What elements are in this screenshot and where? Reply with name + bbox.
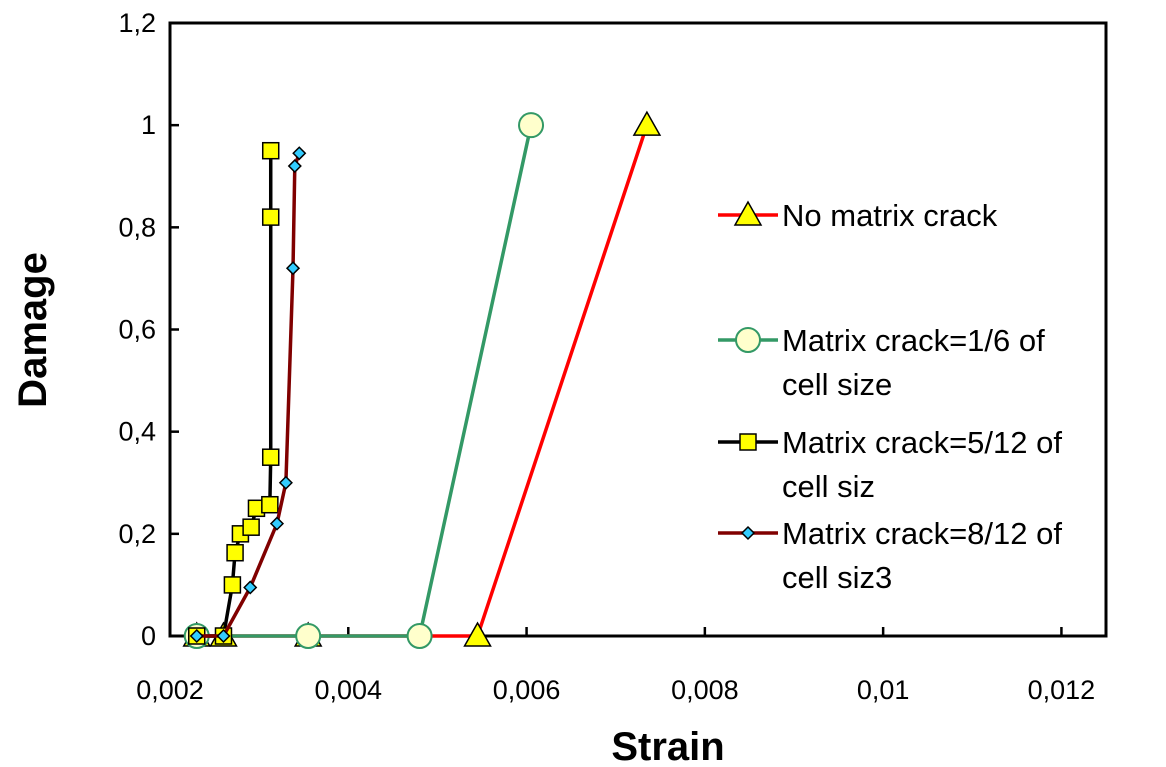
x-tick-label: 0,002 bbox=[136, 675, 204, 705]
series-2-point bbox=[295, 623, 322, 649]
series-3-point bbox=[242, 518, 260, 536]
legend: No matrix crack Matrix crack=1/6 of cell s… bbox=[718, 198, 1062, 595]
series-3-point bbox=[223, 576, 242, 594]
legend-label: cell size bbox=[782, 367, 892, 402]
series-4-point bbox=[292, 146, 307, 161]
x-axis-title: Strain bbox=[611, 725, 724, 767]
series-layer bbox=[182, 110, 662, 649]
x-tick-label: 0,01 bbox=[857, 675, 910, 705]
series-1-point bbox=[463, 621, 492, 647]
legend-item-2: Matrix crack=1/6 of cell size bbox=[718, 323, 1045, 402]
series-2-line bbox=[196, 124, 533, 638]
axes: 0 0,2 0,4 0,6 0,8 1 1,2 0,002 0,004 0,006 0,008 0,0… bbox=[118, 8, 1108, 705]
legend-label: No matrix crack bbox=[782, 198, 998, 233]
legend-label: cell siz3 bbox=[782, 560, 892, 595]
series-4 bbox=[189, 146, 307, 644]
y-tick-label: 0,2 bbox=[118, 519, 156, 549]
series-3-point bbox=[261, 448, 280, 466]
legend-swatch-marker bbox=[740, 525, 756, 541]
y-tick-label: 0,8 bbox=[118, 212, 156, 242]
legend-swatch-marker bbox=[733, 200, 763, 226]
legend-label: Matrix crack=5/12 of bbox=[782, 425, 1062, 460]
y-tick-label: 0,6 bbox=[118, 315, 156, 345]
y-tick-label: 0,4 bbox=[118, 417, 156, 447]
y-tick-label: 1,2 bbox=[118, 8, 156, 38]
series-4-point bbox=[287, 158, 302, 174]
legend-item-1: No matrix crack bbox=[718, 198, 998, 233]
series-4-point bbox=[285, 261, 301, 276]
series-3-point bbox=[261, 141, 280, 160]
y-axis-title: Damage bbox=[11, 252, 55, 408]
series-3-point bbox=[261, 495, 279, 514]
series-4-point bbox=[216, 628, 231, 644]
x-tick-label: 0,004 bbox=[314, 675, 382, 705]
y-tick-label: 1 bbox=[141, 110, 156, 140]
series-1-point bbox=[632, 110, 662, 136]
y-tick-label: 0 bbox=[141, 621, 156, 651]
legend-label: Matrix crack=8/12 of bbox=[782, 516, 1062, 551]
series-4-line bbox=[196, 152, 301, 638]
legend-item-4: Matrix crack=8/12 of cell siz3 bbox=[718, 516, 1062, 595]
series-4-point bbox=[269, 516, 285, 531]
legend-label: cell siz bbox=[782, 469, 875, 504]
series-3-point bbox=[226, 543, 244, 562]
series-3-point bbox=[261, 208, 280, 226]
legend-swatch-marker bbox=[739, 433, 757, 451]
legend-label: Matrix crack=1/6 of bbox=[782, 323, 1045, 358]
series-4-point bbox=[189, 628, 204, 644]
legend-item-3: Matrix crack=5/12 of cell siz bbox=[718, 425, 1062, 504]
x-tick-label: 0,008 bbox=[671, 675, 739, 705]
series-2-point bbox=[406, 623, 433, 649]
x-tick-label: 0,006 bbox=[493, 675, 561, 705]
series-4-point bbox=[243, 580, 258, 595]
x-tick-label: 0,012 bbox=[1028, 675, 1096, 705]
legend-swatch-marker bbox=[735, 327, 761, 353]
series-2-point bbox=[518, 112, 545, 139]
series-4-point bbox=[278, 475, 293, 490]
series-3 bbox=[187, 141, 280, 645]
